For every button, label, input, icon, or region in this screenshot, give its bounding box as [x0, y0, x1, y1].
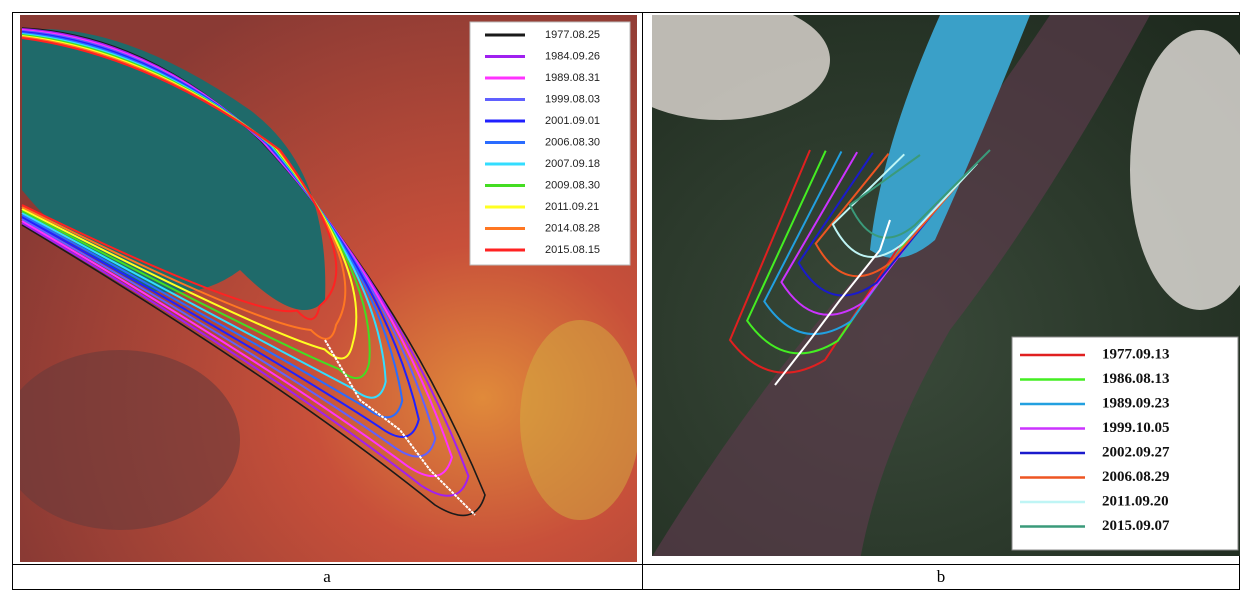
legend-label: 1989.08.31 — [545, 72, 600, 84]
legend-label: 2015.09.07 — [1102, 518, 1170, 534]
legend-label: 1977.08.25 — [545, 29, 600, 41]
legend-label: 1986.08.13 — [1102, 371, 1170, 387]
legend-label: 1999.08.03 — [545, 93, 600, 105]
legend-label: 2011.09.21 — [545, 201, 599, 213]
legend-label: 2006.08.30 — [545, 136, 600, 148]
legend-label: 2009.08.30 — [545, 179, 600, 191]
figure: 1977.08.25 1984.09.26 1989.08.31 1999.08.03… — [0, 0, 1243, 592]
legend-label: 1977.09.13 — [1102, 346, 1170, 362]
legend-label: 2001.09.01 — [545, 115, 600, 127]
legend-label: 2011.09.20 — [1102, 493, 1169, 509]
legend-label: 2015.08.15 — [545, 244, 600, 256]
caption: a — [323, 567, 331, 586]
legend-label: 1989.09.23 — [1102, 395, 1170, 411]
page: {"panels": [ {"caption": "a", "legend": … — [0, 0, 1243, 592]
caption: b — [937, 567, 946, 586]
legend-label: 2006.08.29 — [1102, 469, 1170, 485]
legend-label: 2014.08.28 — [545, 222, 600, 234]
legend-label: 2002.09.27 — [1102, 444, 1170, 460]
legend-label: 1999.10.05 — [1102, 420, 1170, 436]
legend-label: 1984.09.26 — [545, 50, 600, 62]
legend-label: 2007.09.18 — [545, 158, 600, 170]
